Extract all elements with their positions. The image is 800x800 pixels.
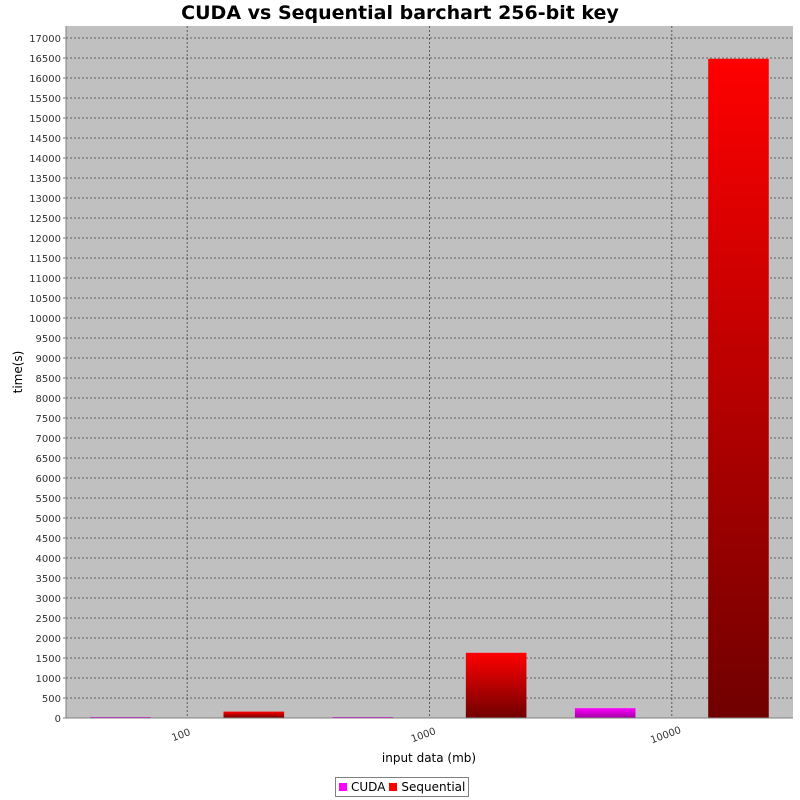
y-tick-label: 15000 bbox=[29, 114, 61, 125]
legend-item-sequential: Sequential bbox=[389, 780, 465, 794]
x-tick-label: 100 bbox=[170, 727, 192, 744]
y-tick-label: 6000 bbox=[36, 474, 61, 485]
y-tick-label: 500 bbox=[42, 694, 61, 705]
y-tick-label: 4000 bbox=[36, 554, 61, 565]
x-tick-label: 10000 bbox=[649, 725, 683, 746]
y-tick-label: 10000 bbox=[29, 314, 61, 325]
y-tick-label: 14000 bbox=[29, 154, 61, 165]
y-tick-label: 11000 bbox=[29, 274, 61, 285]
y-tick-label: 5000 bbox=[36, 514, 61, 525]
y-tick-label: 14500 bbox=[29, 134, 61, 145]
bar-cuda-10000 bbox=[574, 708, 636, 718]
y-tick-label: 2500 bbox=[36, 614, 61, 625]
legend-item-cuda: CUDA bbox=[339, 780, 385, 794]
y-tick-label: 1000 bbox=[36, 674, 61, 685]
y-tick-label: 0 bbox=[55, 714, 61, 725]
grid-lines bbox=[66, 26, 793, 718]
x-tick-label: 1000 bbox=[410, 726, 438, 745]
legend: CUDA Sequential bbox=[335, 777, 470, 797]
y-tick-label: 5500 bbox=[36, 494, 61, 505]
bar-sequential-100 bbox=[223, 711, 285, 718]
bar-sequential-10000 bbox=[708, 58, 769, 719]
y-tick-label: 7500 bbox=[36, 414, 61, 425]
bar-sequential-1000 bbox=[465, 652, 527, 718]
legend-label-cuda: CUDA bbox=[351, 780, 386, 794]
y-tick-label: 1500 bbox=[36, 654, 61, 665]
y-tick-label: 16000 bbox=[29, 74, 61, 85]
y-tick-label: 6500 bbox=[36, 454, 61, 465]
bars bbox=[90, 58, 769, 719]
chart-title: CUDA vs Sequential barchart 256-bit key bbox=[181, 2, 619, 24]
y-tick-label: 3500 bbox=[36, 574, 61, 585]
y-tick-label: 9500 bbox=[36, 334, 61, 345]
y-tick-label: 9000 bbox=[36, 354, 61, 365]
y-tick-label: 13500 bbox=[29, 174, 61, 185]
legend-swatch-cuda bbox=[339, 783, 347, 791]
y-tick-label: 16500 bbox=[29, 54, 61, 65]
y-tick-label: 7000 bbox=[36, 434, 61, 445]
y-tick-label: 2000 bbox=[36, 634, 61, 645]
y-tick-label: 17000 bbox=[29, 34, 61, 45]
y-tick-label: 11500 bbox=[29, 254, 61, 265]
legend-swatch-sequential bbox=[389, 783, 398, 791]
y-tick-label: 10500 bbox=[29, 294, 61, 305]
x-axis-label: input data (mb) bbox=[382, 751, 476, 765]
y-tick-label: 13000 bbox=[29, 194, 61, 205]
axes: 0 500 1000 1500 2000 2500 3000 3500 4000 4500 5000… bbox=[29, 26, 793, 746]
y-tick-label: 12500 bbox=[29, 214, 61, 225]
y-tick-label: 4500 bbox=[36, 534, 61, 545]
y-tick-label: 15500 bbox=[29, 94, 61, 105]
legend-label-sequential: Sequential bbox=[401, 780, 466, 794]
y-tick-label: 8500 bbox=[36, 374, 61, 385]
y-tick-label: 12000 bbox=[29, 234, 61, 245]
y-axis-label: time(s) bbox=[11, 351, 25, 394]
y-tick-label: 8000 bbox=[36, 394, 61, 405]
y-tick-label: 3000 bbox=[36, 594, 61, 605]
